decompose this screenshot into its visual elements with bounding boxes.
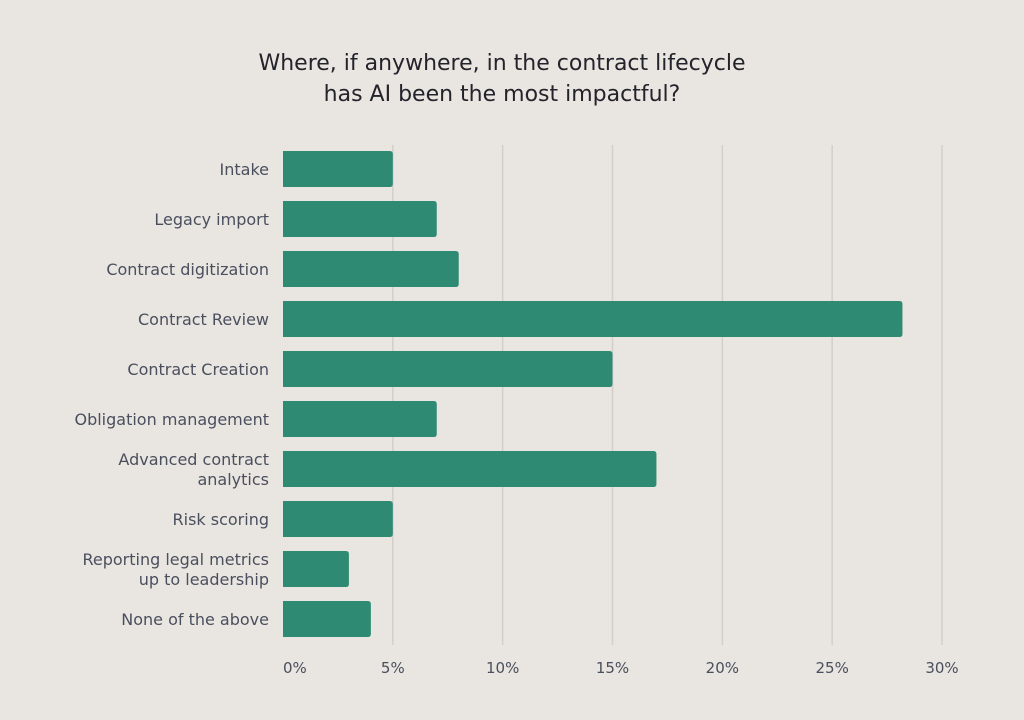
category-label: Contract Creation bbox=[127, 360, 269, 379]
bar bbox=[283, 151, 393, 187]
bar bbox=[283, 251, 459, 287]
x-tick-label: 25% bbox=[815, 659, 848, 677]
category-label: Risk scoring bbox=[173, 510, 270, 529]
bar bbox=[283, 301, 903, 337]
category-label: up to leadership bbox=[139, 570, 269, 589]
bar bbox=[283, 551, 349, 587]
x-tick-label: 10% bbox=[486, 659, 519, 677]
category-label: Reporting legal metrics bbox=[82, 550, 269, 569]
bar bbox=[283, 401, 437, 437]
category-label: Obligation management bbox=[74, 410, 269, 429]
x-tick-label: 20% bbox=[706, 659, 739, 677]
x-tick-label: 15% bbox=[596, 659, 629, 677]
bar bbox=[283, 601, 371, 637]
category-label: analytics bbox=[197, 470, 269, 489]
category-label: None of the above bbox=[121, 610, 269, 629]
category-label: Contract Review bbox=[138, 310, 269, 329]
category-label: Legacy import bbox=[154, 210, 269, 229]
x-tick-label: 30% bbox=[925, 659, 958, 677]
x-tick-label: 5% bbox=[381, 659, 405, 677]
category-label: Advanced contract bbox=[118, 450, 269, 469]
bar bbox=[283, 451, 657, 487]
category-label: Intake bbox=[220, 160, 269, 179]
x-tick-label: 0% bbox=[283, 659, 307, 677]
chart-title-line: has AI been the most impactful? bbox=[324, 82, 681, 107]
chart-title-line: Where, if anywhere, in the contract life… bbox=[258, 51, 745, 76]
bar bbox=[283, 351, 613, 387]
category-label: Contract digitization bbox=[106, 260, 269, 279]
bar bbox=[283, 501, 393, 537]
bar bbox=[283, 201, 437, 237]
